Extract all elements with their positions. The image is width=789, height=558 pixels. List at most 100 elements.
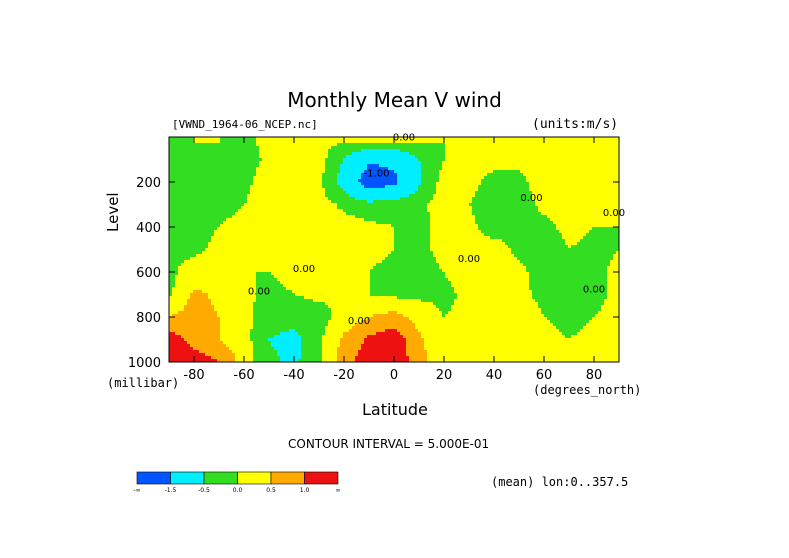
- contour-cell: [358, 152, 361, 155]
- contour-cell: [274, 212, 277, 215]
- contour-cell: [529, 152, 532, 155]
- contour-cell: [472, 194, 475, 197]
- contour-cell: [241, 158, 244, 161]
- contour-cell: [250, 149, 253, 152]
- contour-cell: [493, 203, 496, 206]
- contour-cell: [421, 206, 424, 209]
- contour-cell: [382, 161, 385, 164]
- contour-cell: [475, 179, 478, 182]
- contour-cell: [400, 176, 403, 179]
- contour-cell: [592, 149, 595, 152]
- contour-cell: [337, 170, 340, 173]
- contour-cell: [283, 197, 286, 200]
- contour-cell: [322, 191, 325, 194]
- contour-cell: [307, 212, 310, 215]
- contour-cell: [472, 200, 475, 203]
- contour-cell: [439, 194, 442, 197]
- contour-cell: [259, 182, 262, 185]
- contour-cell: [250, 140, 253, 143]
- contour-cell: [184, 152, 187, 155]
- contour-cell: [253, 209, 256, 212]
- contour-cell: [184, 188, 187, 191]
- contour-cell: [574, 167, 577, 170]
- contour-cell: [568, 200, 571, 203]
- contour-cell: [604, 233, 607, 236]
- contour-cell: [172, 167, 175, 170]
- contour-cell: [517, 221, 520, 224]
- contour-cell: [613, 140, 616, 143]
- contour-cell: [199, 233, 202, 236]
- contour-cell: [445, 161, 448, 164]
- contour-cell: [217, 161, 220, 164]
- contour-cell: [280, 236, 283, 239]
- contour-cell: [247, 179, 250, 182]
- contour-cell: [313, 140, 316, 143]
- contour-cell: [553, 197, 556, 200]
- contour-cell: [256, 167, 259, 170]
- contour-cell: [436, 206, 439, 209]
- contour-cell: [286, 215, 289, 218]
- contour-cell: [586, 206, 589, 209]
- contour-cell: [385, 188, 388, 191]
- contour-cell: [544, 149, 547, 152]
- contour-cell: [256, 149, 259, 152]
- contour-cell: [241, 224, 244, 227]
- contour-cell: [310, 191, 313, 194]
- contour-cell: [478, 161, 481, 164]
- contour-cell: [343, 161, 346, 164]
- contour-cell: [505, 140, 508, 143]
- contour-cell: [283, 173, 286, 176]
- contour-cell: [292, 221, 295, 224]
- contour-cell: [598, 203, 601, 206]
- contour-cell: [355, 221, 358, 224]
- contour-cell: [511, 203, 514, 206]
- contour-cell: [238, 227, 241, 230]
- contour-cell: [511, 164, 514, 167]
- contour-cell: [424, 167, 427, 170]
- contour-cell: [280, 176, 283, 179]
- contour-cell: [349, 215, 352, 218]
- contour-cell: [253, 146, 256, 149]
- contour-cell: [580, 164, 583, 167]
- contour-cell: [187, 206, 190, 209]
- contour-cell: [238, 155, 241, 158]
- contour-cell: [520, 164, 523, 167]
- contour-cell: [277, 173, 280, 176]
- contour-cell: [352, 218, 355, 221]
- contour-cell: [298, 182, 301, 185]
- contour-cell: [382, 215, 385, 218]
- contour-cell: [466, 185, 469, 188]
- contour-cell: [448, 209, 451, 212]
- contour-cell: [586, 230, 589, 233]
- contour-cell: [298, 188, 301, 191]
- contour-cell: [346, 206, 349, 209]
- contour-cell: [265, 155, 268, 158]
- contour-cell: [259, 158, 262, 161]
- contour-cell: [427, 185, 430, 188]
- contour-cell: [220, 188, 223, 191]
- contour-cell: [292, 158, 295, 161]
- contour-cell: [196, 203, 199, 206]
- contour-cell: [376, 230, 379, 233]
- contour-cell: [292, 143, 295, 146]
- contour-cell: [529, 155, 532, 158]
- contour-cell: [583, 164, 586, 167]
- contour-cell: [457, 188, 460, 191]
- contour-cell: [487, 209, 490, 212]
- contour-cell: [598, 173, 601, 176]
- contour-cell: [490, 164, 493, 167]
- contour-cell: [583, 191, 586, 194]
- contour-cell: [616, 215, 619, 218]
- contour-cell: [220, 218, 223, 221]
- contour-cell: [574, 203, 577, 206]
- contour-cell: [394, 161, 397, 164]
- contour-cell: [430, 224, 433, 227]
- contour-cell: [376, 149, 379, 152]
- contour-cell: [550, 152, 553, 155]
- contour-cell: [436, 152, 439, 155]
- contour-cell: [610, 158, 613, 161]
- contour-cell: [523, 209, 526, 212]
- contour-cell: [172, 197, 175, 200]
- contour-cell: [193, 173, 196, 176]
- contour-cell: [601, 164, 604, 167]
